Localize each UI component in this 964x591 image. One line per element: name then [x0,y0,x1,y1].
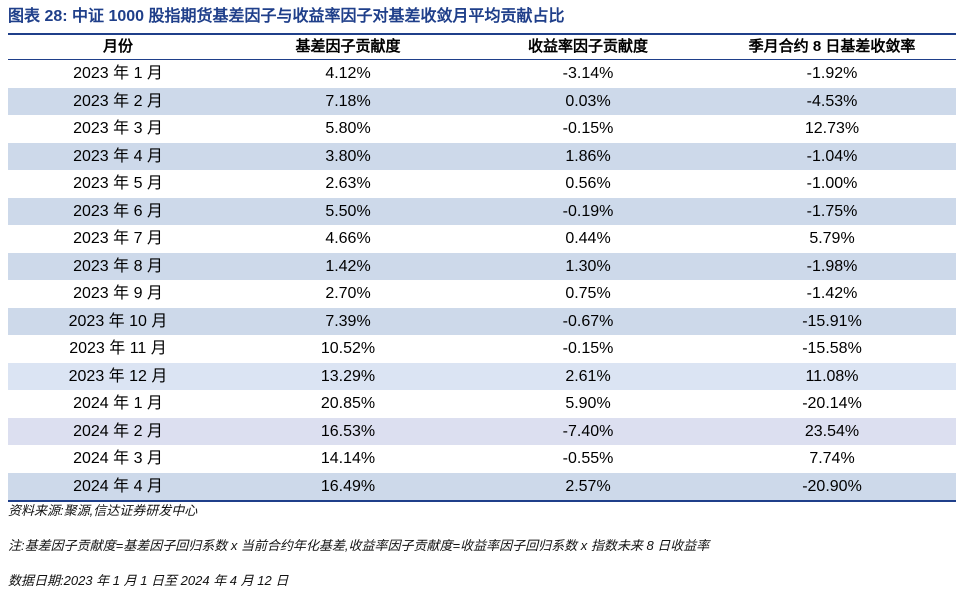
cell-convergence-rate: -20.14% [802,395,862,412]
cell-basis-factor: 2.63% [325,175,371,192]
cell-month: 2023 年 9 月 [73,285,163,302]
cell-return-factor: 0.75% [565,285,611,302]
cell-month: 2023 年 4 月 [73,147,163,165]
cell-convergence-rate: -1.75% [806,202,858,220]
cell-convergence-rate: -1.92% [806,65,858,82]
cell-month: 2024 年 1 月 [73,395,163,412]
cell-month: 2023 年 6 月 [73,202,163,220]
cell-basis-factor: 4.66% [325,230,371,247]
cell-month: 2023 年 5 月 [73,175,163,192]
cell-return-factor: 2.61% [565,367,611,385]
cell-return-factor: 5.90% [565,395,611,412]
cell-month: 2024 年 4 月 [73,477,163,495]
cell-convergence-rate: -1.98% [806,257,858,275]
data-table: 月份 基差因子贡献度 收益率因子贡献度 季月合约 8 日基差收敛率 2023 年… [8,33,956,502]
cell-return-factor: -3.14% [562,65,614,82]
table-row: 2023 年 4 月 3.80% 1.86% -1.04% [8,142,956,170]
cell-return-factor: -0.15% [562,340,614,357]
cell-month: 2023 年 8 月 [73,257,163,275]
source-note: 资料来源:聚源,信达证券研发中心 [8,503,198,518]
date-note: 数据日期:2023 年 1 月 1 日至 2024 年 4 月 12 日 [8,573,289,588]
cell-convergence-rate: 7.74% [809,450,855,467]
cell-convergence-rate: 11.08% [805,367,859,385]
cell-basis-factor: 1.42% [325,257,371,275]
table-row: 2023 年 11 月 10.52% -0.15% -15.58% [8,335,956,363]
cell-convergence-rate: -15.58% [802,340,862,357]
cell-basis-factor: 16.49% [320,477,376,495]
cell-return-factor: 1.86% [565,147,611,165]
cell-return-factor: -0.15% [562,120,614,137]
cell-basis-factor: 7.18% [325,92,371,110]
cell-convergence-rate: -20.90% [802,477,862,495]
figure-title: 图表 28: 中证 1000 股指期货基差因子与收益率因子对基差收敛月平均贡献占… [8,8,565,25]
cell-return-factor: 0.44% [565,230,611,247]
cell-convergence-rate: -4.53% [806,92,858,110]
cell-month: 2023 年 1 月 [73,65,163,82]
cell-basis-factor: 7.39% [325,312,371,330]
cell-return-factor: 0.56% [565,175,611,192]
cell-convergence-rate: -1.42% [806,285,858,302]
table-row: 2023 年 7 月 4.66% 0.44% 5.79% [8,225,956,253]
cell-return-factor: 1.30% [565,257,611,275]
cell-month: 2024 年 2 月 [73,422,163,440]
cell-basis-factor: 5.50% [325,202,371,220]
cell-month: 2024 年 3 月 [73,450,163,467]
header-basis-factor: 基差因子贡献度 [295,38,401,55]
cell-return-factor: -0.19% [562,202,614,220]
header-convergence-rate: 季月合约 8 日基差收敛率 [748,38,916,55]
table-row: 2023 年 1 月 4.12% -3.14% -1.92% [8,60,956,88]
table-row: 2023 年 10 月 7.39% -0.67% -15.91% [8,307,956,335]
cell-basis-factor: 20.85% [320,395,376,412]
cell-basis-factor: 13.29% [320,367,376,385]
header-month: 月份 [102,38,133,55]
cell-basis-factor: 16.53% [320,422,376,440]
cell-return-factor: -0.67% [562,312,614,330]
table-header-row: 月份 基差因子贡献度 收益率因子贡献度 季月合约 8 日基差收敛率 [8,35,956,60]
cell-basis-factor: 10.52% [320,340,376,357]
table-row: 2023 年 5 月 2.63% 0.56% -1.00% [8,170,956,198]
cell-month: 2023 年 12 月 [68,367,168,385]
cell-month: 2023 年 11 月 [69,340,167,357]
formula-note: 注:基差因子贡献度=基差因子回归系数 x 当前合约年化基差,收益率因子贡献度=收… [8,538,710,553]
cell-basis-factor: 3.80% [325,147,371,165]
table-row: 2023 年 12 月 13.29% 2.61% 11.08% [8,362,956,390]
cell-convergence-rate: -1.00% [806,175,858,192]
cell-month: 2023 年 10 月 [68,312,168,330]
cell-month: 2023 年 7 月 [73,230,163,247]
table-row: 2024 年 3 月 14.14% -0.55% 7.74% [8,445,956,473]
table-row: 2023 年 8 月 1.42% 1.30% -1.98% [8,252,956,280]
header-return-factor: 收益率因子贡献度 [527,38,648,55]
table-row: 2023 年 9 月 2.70% 0.75% -1.42% [8,280,956,308]
cell-month: 2023 年 2 月 [73,92,163,110]
cell-basis-factor: 5.80% [325,120,371,137]
cell-return-factor: -0.55% [562,450,614,467]
cell-convergence-rate: 12.73% [804,120,860,137]
table-row: 2023 年 2 月 7.18% 0.03% -4.53% [8,87,956,115]
cell-convergence-rate: 23.54% [804,422,860,440]
cell-basis-factor: 4.12% [325,65,371,82]
cell-return-factor: -7.40% [562,422,614,440]
cell-return-factor: 0.03% [565,92,611,110]
cell-convergence-rate: -15.91% [802,312,862,330]
table-row: 2024 年 4 月 16.49% 2.57% -20.90% [8,472,956,500]
table-row: 2024 年 2 月 16.53% -7.40% 23.54% [8,417,956,445]
table-row: 2024 年 1 月 20.85% 5.90% -20.14% [8,390,956,418]
cell-return-factor: 2.57% [565,477,611,495]
cell-month: 2023 年 3 月 [73,120,163,137]
cell-convergence-rate: 5.79% [809,230,855,247]
cell-basis-factor: 2.70% [325,285,371,302]
table-row: 2023 年 3 月 5.80% -0.15% 12.73% [8,115,956,143]
cell-convergence-rate: -1.04% [806,147,858,165]
cell-basis-factor: 14.14% [320,450,376,467]
table-row: 2023 年 6 月 5.50% -0.19% -1.75% [8,197,956,225]
